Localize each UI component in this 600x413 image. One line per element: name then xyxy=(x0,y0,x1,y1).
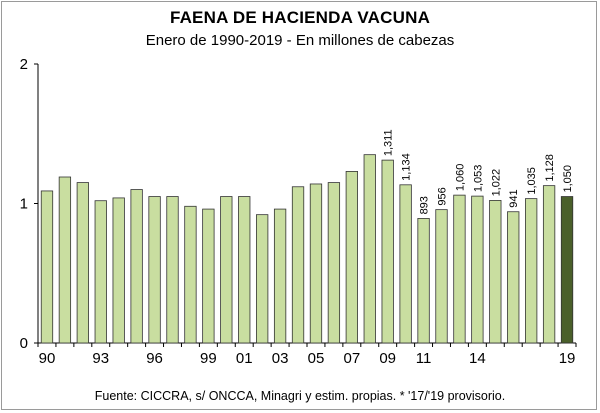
data-label: 1,134 xyxy=(401,153,413,181)
x-tick-label: 11 xyxy=(416,350,432,367)
x-tick-label: 07 xyxy=(343,350,360,367)
bar-2018 xyxy=(542,185,556,344)
bar-2012 xyxy=(435,209,448,344)
y-tick-label: 1 xyxy=(20,196,28,213)
data-label: 1,311 xyxy=(383,129,395,156)
data-label: 1,060 xyxy=(454,164,466,192)
x-tick-label: 01 xyxy=(236,350,253,367)
bar-1997 xyxy=(166,196,179,344)
bar-1990 xyxy=(40,190,54,344)
bar-2001 xyxy=(238,196,251,344)
data-label: 1,128 xyxy=(544,154,556,182)
bar-1993 xyxy=(94,200,107,344)
data-label: 956 xyxy=(437,187,449,205)
bar-2009 xyxy=(381,159,394,344)
x-tick-label: 90 xyxy=(39,350,56,367)
data-label: 1,053 xyxy=(472,165,484,193)
bar-2014 xyxy=(471,195,484,344)
bar-1992 xyxy=(76,182,89,344)
bar-1991 xyxy=(58,176,72,344)
bar-2015 xyxy=(489,200,502,344)
y-tick-label: 2 xyxy=(20,56,28,73)
bar-1998 xyxy=(184,205,197,344)
bar-2000 xyxy=(220,196,233,344)
x-tick-label: 03 xyxy=(272,350,289,367)
data-label: 1,035 xyxy=(526,167,538,195)
data-label: 941 xyxy=(508,189,520,207)
bar-2011 xyxy=(417,218,430,344)
x-tick-label: 14 xyxy=(469,350,486,367)
bar-2003 xyxy=(273,208,287,344)
bar-2019 xyxy=(560,196,574,344)
bar-2002 xyxy=(256,214,269,344)
x-tick-label: 96 xyxy=(146,350,163,367)
bar-1995 xyxy=(130,189,143,344)
data-label: 893 xyxy=(419,196,431,214)
x-tick-label: 19 xyxy=(559,350,576,367)
x-tick-label: 05 xyxy=(308,350,325,367)
bar-1999 xyxy=(202,208,215,344)
x-tick-label: 09 xyxy=(379,350,396,367)
bar-2010 xyxy=(399,184,412,344)
data-label: 1,022 xyxy=(490,169,502,197)
data-label: 1,050 xyxy=(562,165,574,193)
bar-2005 xyxy=(309,183,323,344)
x-tick-label: 93 xyxy=(92,350,109,367)
bar-2017 xyxy=(525,198,538,344)
chart-subtitle: Enero de 1990-2019 - En millones de cabe… xyxy=(145,32,455,49)
bar-1994 xyxy=(112,197,125,344)
chart-title: FAENA DE HACIENDA VACUNA xyxy=(169,8,431,27)
bar-1996 xyxy=(148,196,161,344)
bar-2013 xyxy=(453,194,466,344)
y-tick-label: 0 xyxy=(20,335,28,352)
x-tick-label: 99 xyxy=(200,350,217,367)
chart-source: Fuente: CICCRA, s/ ONCCA, Minagri y esti… xyxy=(94,389,506,403)
bar-2004 xyxy=(291,186,305,344)
bar-2006 xyxy=(327,182,341,344)
bar-2016 xyxy=(507,211,520,344)
bar-2007 xyxy=(345,171,358,344)
bar-2008 xyxy=(363,154,376,344)
